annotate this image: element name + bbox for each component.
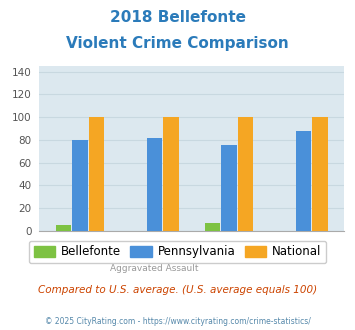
- Text: Violent Crime Comparison: Violent Crime Comparison: [66, 36, 289, 51]
- Bar: [163, 117, 179, 231]
- Text: All Violent Crime: All Violent Crime: [42, 250, 118, 259]
- Text: Robbery: Robbery: [285, 250, 322, 259]
- Text: 2018 Bellefonte: 2018 Bellefonte: [109, 10, 246, 25]
- Legend: Bellefonte, Pennsylvania, National: Bellefonte, Pennsylvania, National: [29, 241, 326, 263]
- Bar: [89, 117, 104, 231]
- Text: Aggravated Assault: Aggravated Assault: [110, 264, 199, 273]
- Text: © 2025 CityRating.com - https://www.cityrating.com/crime-statistics/: © 2025 CityRating.com - https://www.city…: [45, 317, 310, 326]
- Bar: [296, 131, 311, 231]
- Bar: [56, 225, 71, 231]
- Bar: [205, 223, 220, 231]
- Bar: [72, 140, 88, 231]
- Text: Murder & Mans...: Murder & Mans...: [190, 250, 268, 259]
- Bar: [221, 145, 237, 231]
- Text: Rape: Rape: [143, 250, 166, 259]
- Bar: [147, 138, 162, 231]
- Bar: [237, 117, 253, 231]
- Bar: [312, 117, 328, 231]
- Text: Compared to U.S. average. (U.S. average equals 100): Compared to U.S. average. (U.S. average …: [38, 285, 317, 295]
